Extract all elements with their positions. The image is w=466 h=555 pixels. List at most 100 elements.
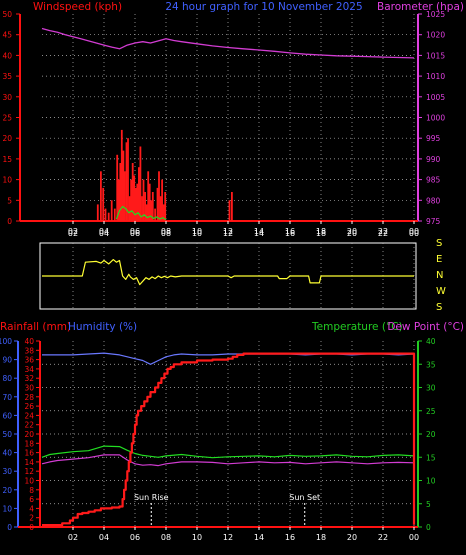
x-tick-label: 06: [130, 227, 140, 236]
gust-bar: [124, 171, 126, 221]
x-tick-label: 14: [254, 533, 264, 542]
rainfall-tick-label: 24: [24, 411, 34, 420]
x-tick-label: 18: [316, 229, 326, 238]
sun-rise-label: Sun Rise: [134, 493, 169, 502]
gust-bar: [131, 163, 134, 221]
dew-point-line: [41, 454, 415, 467]
humidity-tick-label: 20: [2, 486, 12, 495]
wind-tick-label: 10: [2, 176, 12, 185]
gust-bar: [142, 179, 145, 221]
wind-tick-label: 35: [2, 72, 12, 81]
rainfall-tick-label: 18: [24, 439, 34, 448]
temperature-axis-title: Temperature (°C): [311, 321, 403, 333]
rainfall-tick-label: 2: [29, 514, 34, 523]
x-tick-label: 10: [192, 227, 202, 236]
temperature-tick-label: 20: [426, 430, 436, 439]
gust-bar: [156, 187, 159, 221]
wind-tick-label: 0: [7, 217, 12, 226]
gust-bar: [150, 200, 153, 221]
gust-bar: [96, 204, 99, 221]
rainfall-tick-label: 38: [24, 346, 34, 355]
x-tick-label: 06: [130, 229, 140, 238]
gust-bar: [231, 192, 233, 221]
gust-bar: [102, 187, 105, 221]
x-tick-label: 02: [68, 229, 78, 238]
x-tick-label: 10: [192, 229, 202, 238]
pressure-tick-label: 995: [426, 134, 441, 143]
gust-bar: [151, 192, 154, 221]
x-tick-label: 22: [378, 227, 388, 236]
pressure-tick-label: 1025: [426, 10, 445, 19]
humidity-tick-label: 90: [2, 356, 12, 365]
pressure-tick-label: 1010: [426, 72, 445, 81]
wind-tick-label: 15: [2, 155, 12, 164]
gust-bar: [139, 146, 142, 221]
x-tick-label: 22: [378, 533, 388, 542]
gust-bar: [122, 150, 125, 221]
humidity-tick-label: 60: [2, 411, 12, 420]
x-tick-label: 14: [254, 229, 264, 238]
pressure-tick-label: 1005: [426, 93, 445, 102]
rainfall-tick-label: 30: [24, 384, 34, 393]
rainfall-tick-label: 6: [29, 495, 34, 504]
x-tick-label: 06: [130, 533, 140, 542]
x-tick-label: 16: [285, 533, 295, 542]
direction-label: S: [436, 238, 442, 249]
temperature-tick-label: 30: [426, 384, 436, 393]
temperature-line: [41, 445, 415, 459]
wind-pressure-panel: 0510152025303540455097598098599099510001…: [2, 10, 445, 236]
pressure-axis-title: Barometer (hpa): [377, 1, 464, 13]
x-tick-label: 22: [378, 229, 388, 238]
x-tick-label: 18: [316, 227, 326, 236]
x-tick-label: 10: [192, 533, 202, 542]
gust-bar: [145, 204, 148, 221]
gust-bar: [136, 183, 139, 221]
rainfall-tick-label: 22: [24, 421, 34, 430]
gust-bar: [162, 204, 165, 221]
gust-bar: [138, 167, 140, 221]
x-tick-label: 04: [99, 227, 109, 236]
pressure-tick-label: 975: [426, 217, 441, 226]
rainfall-tick-label: 4: [29, 504, 34, 513]
gust-bar: [134, 187, 137, 221]
x-tick-label: 00: [409, 227, 419, 236]
humidity-tick-label: 80: [2, 374, 12, 383]
gust-bar: [100, 171, 102, 221]
humidity-tick-label: 70: [2, 393, 12, 402]
temperature-tick-label: 25: [426, 407, 436, 416]
rainfall-tick-label: 36: [24, 356, 34, 365]
rainfall-tick-label: 14: [24, 458, 34, 467]
wind-axis-title: Windspeed (kph): [33, 1, 122, 13]
gust-bar: [161, 179, 163, 221]
gust-bar: [120, 129, 123, 221]
chart-title: 24 hour graph for 10 November 2025: [165, 1, 362, 13]
gust-bar: [133, 175, 136, 221]
x-tick-label: 08: [161, 229, 171, 238]
x-tick-label: 20: [347, 229, 357, 238]
humidity-axis-title: Humidity (%): [68, 321, 137, 333]
pressure-tick-label: 985: [426, 176, 441, 185]
direction-label: N: [436, 270, 443, 281]
rainfall-tick-label: 20: [24, 430, 34, 439]
x-tick-label: 20: [347, 533, 357, 542]
gust-bar: [141, 196, 143, 221]
humidity-tick-label: 10: [2, 504, 12, 513]
pressure-tick-label: 990: [426, 155, 441, 164]
rainfall-tick-label: 12: [24, 467, 34, 476]
humidity-tick-label: 40: [2, 449, 12, 458]
gust-bar: [144, 192, 146, 221]
humidity-tick-label: 30: [2, 467, 12, 476]
rainfall-tick-label: 40: [24, 337, 34, 346]
wind-tick-label: 50: [2, 10, 12, 19]
avg-wind-line: [115, 205, 167, 221]
pressure-line: [41, 27, 415, 59]
x-tick-label: 08: [161, 227, 171, 236]
temperature-tick-label: 5: [426, 500, 431, 509]
temperature-tick-label: 0: [426, 523, 431, 532]
gust-bar: [158, 171, 160, 221]
gust-bar: [104, 208, 107, 221]
gust-bar: [154, 208, 156, 221]
